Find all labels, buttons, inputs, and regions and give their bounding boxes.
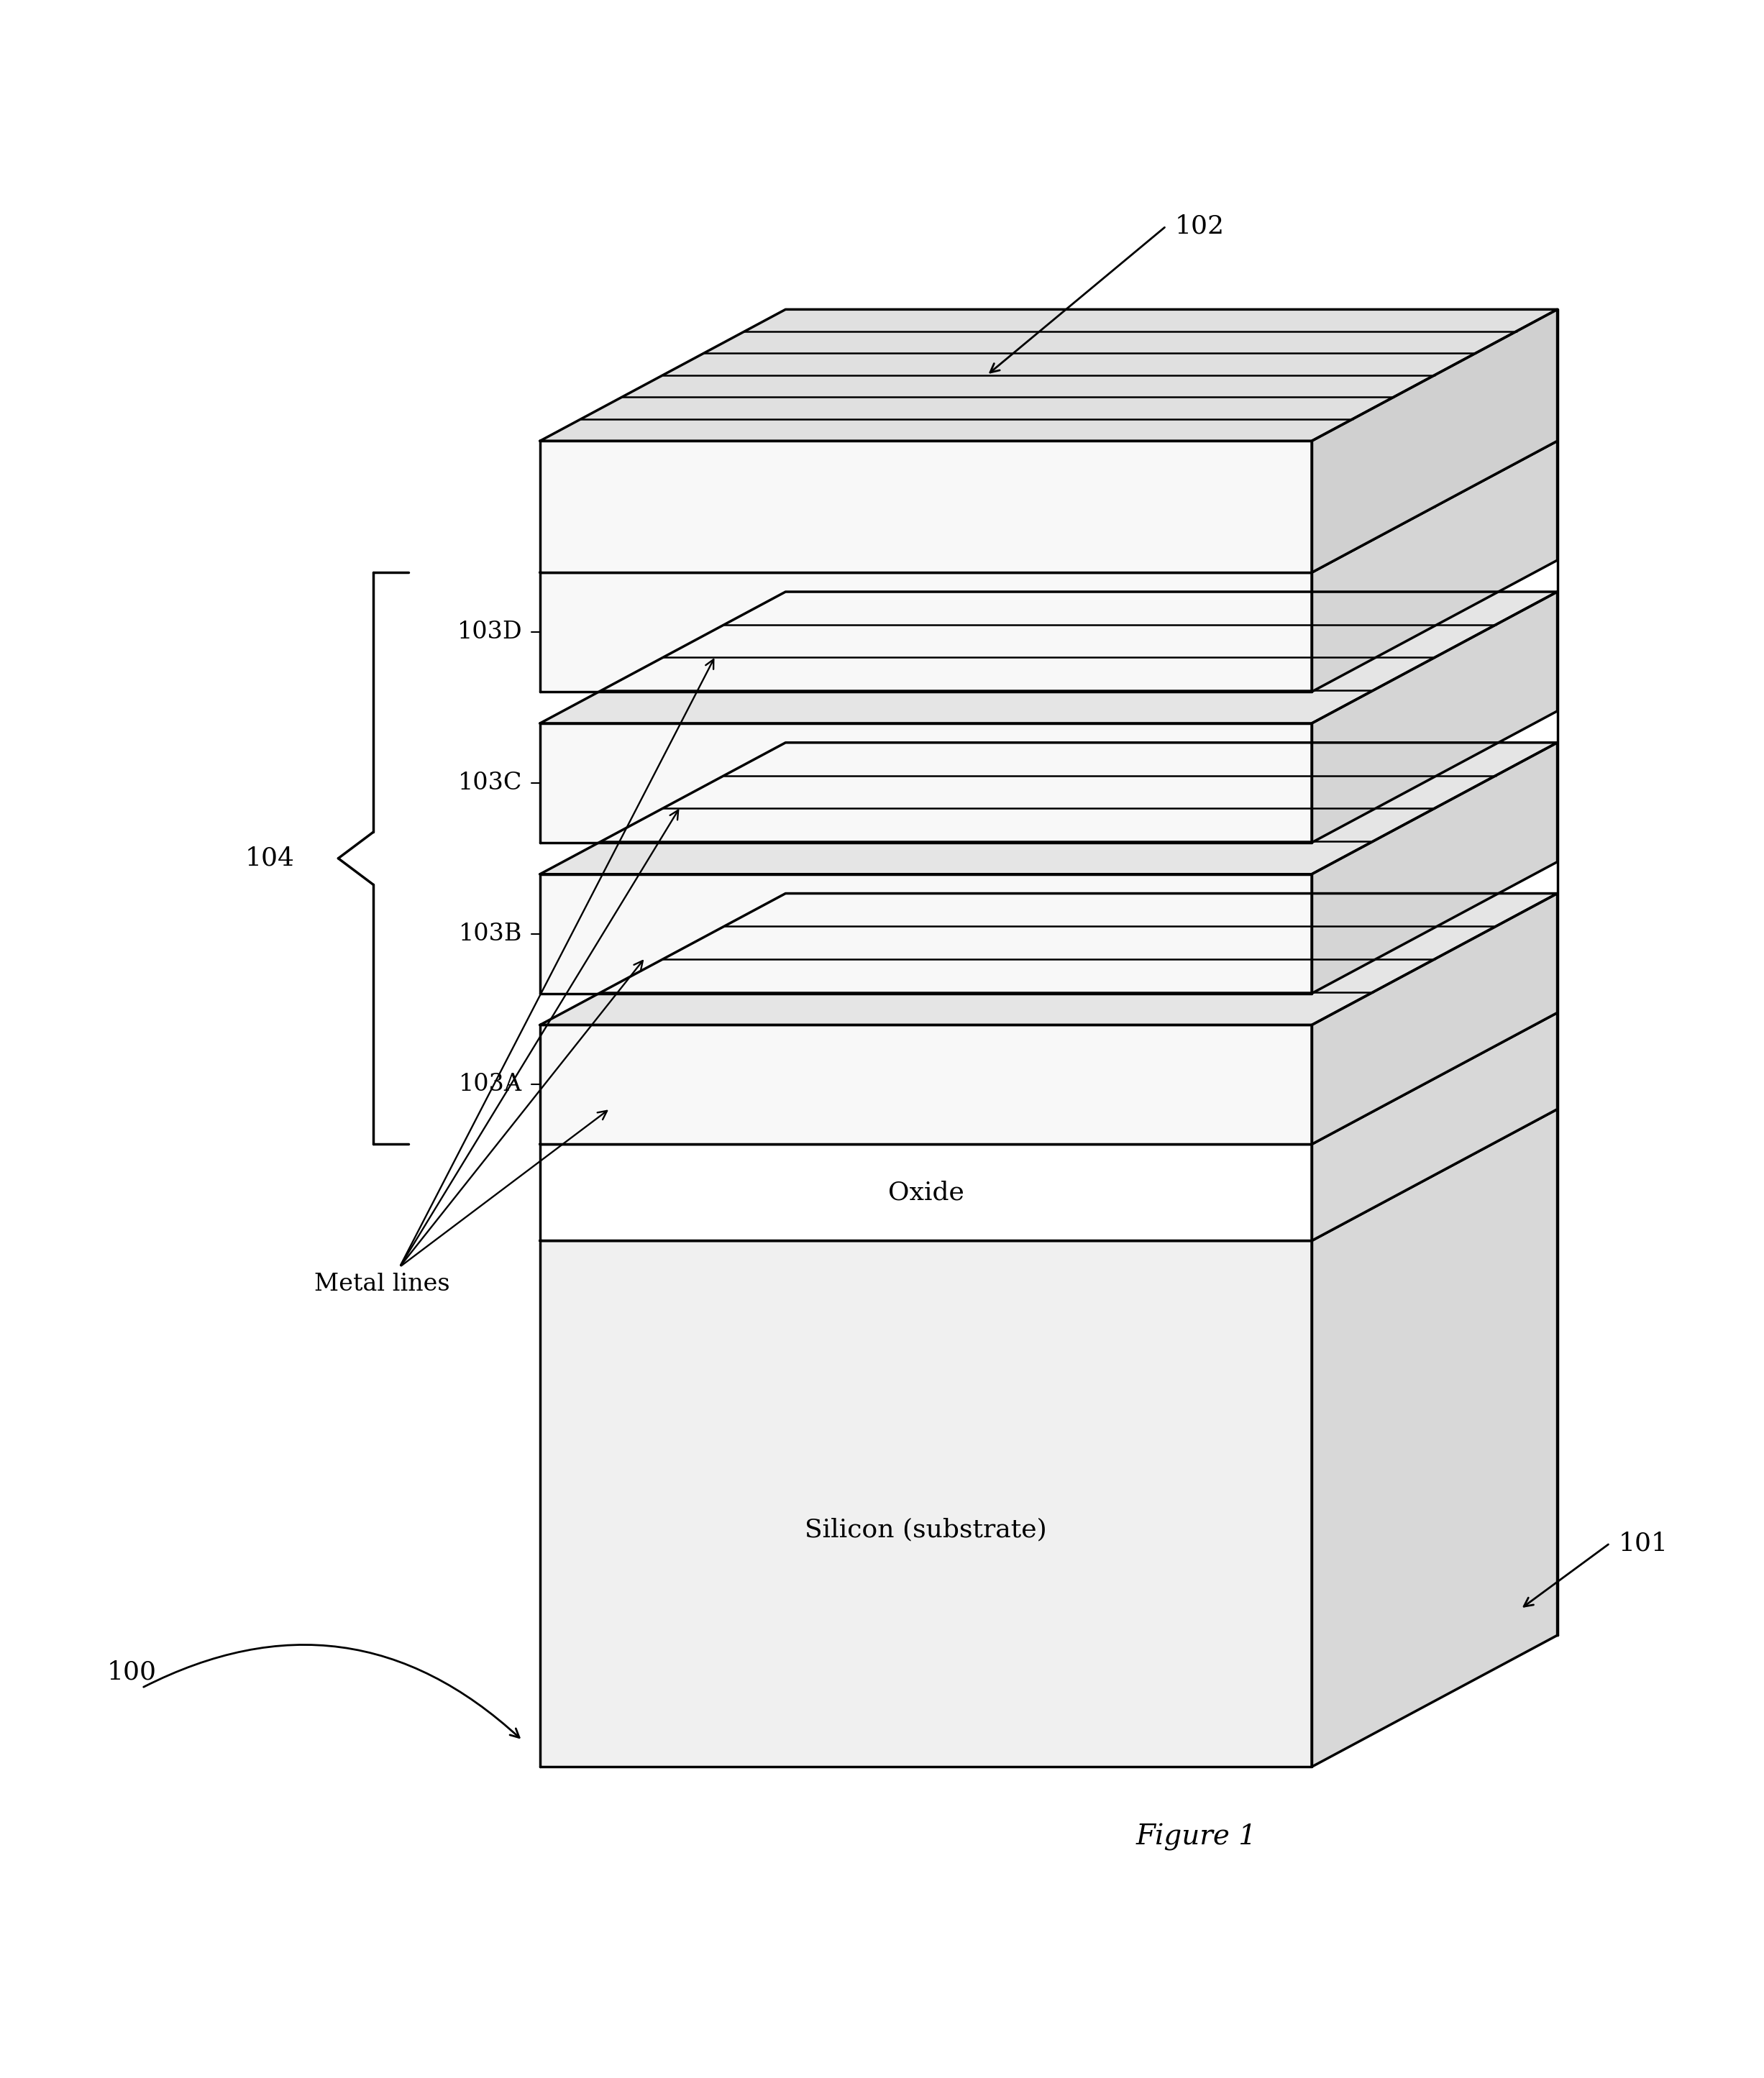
Text: 103A: 103A (459, 1072, 522, 1095)
Polygon shape (540, 441, 1558, 574)
Text: 103D: 103D (457, 621, 522, 644)
Polygon shape (540, 1241, 1312, 1766)
Polygon shape (1312, 742, 1558, 993)
Polygon shape (1312, 894, 1558, 1145)
Polygon shape (1312, 441, 1558, 692)
Polygon shape (540, 894, 1558, 1024)
Text: Silicon (substrate): Silicon (substrate) (804, 1517, 1046, 1542)
Polygon shape (1312, 592, 1558, 842)
Text: 104: 104 (245, 846, 295, 871)
Text: Figure 1: Figure 1 (1136, 1822, 1256, 1851)
Text: 100: 100 (108, 1660, 157, 1685)
Polygon shape (540, 574, 1312, 692)
Polygon shape (540, 310, 1558, 441)
Polygon shape (540, 592, 1558, 723)
Polygon shape (540, 1110, 1558, 1241)
Text: 101: 101 (1619, 1531, 1669, 1556)
Text: 102: 102 (1175, 214, 1224, 239)
Polygon shape (540, 1145, 1312, 1241)
Polygon shape (540, 742, 1558, 875)
Polygon shape (1312, 1012, 1558, 1241)
Polygon shape (540, 1012, 1558, 1145)
Text: 103B: 103B (459, 923, 522, 945)
Polygon shape (1312, 310, 1558, 574)
Text: Metal lines: Metal lines (314, 1274, 450, 1297)
Polygon shape (540, 723, 1312, 842)
Text: Oxide: Oxide (887, 1180, 963, 1205)
Polygon shape (540, 1024, 1312, 1145)
Text: 103C: 103C (459, 771, 522, 794)
Polygon shape (540, 441, 1312, 574)
Polygon shape (1312, 1110, 1558, 1766)
Polygon shape (540, 875, 1312, 993)
